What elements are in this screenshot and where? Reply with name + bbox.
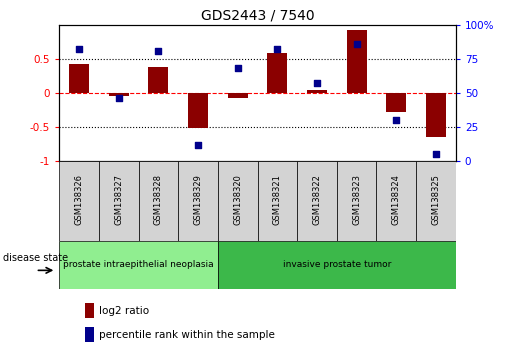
Point xyxy=(352,41,360,47)
Text: prostate intraepithelial neoplasia: prostate intraepithelial neoplasia xyxy=(63,260,214,269)
Text: GSM138325: GSM138325 xyxy=(432,174,440,225)
FancyBboxPatch shape xyxy=(376,161,416,241)
Text: GSM138326: GSM138326 xyxy=(75,174,83,225)
Bar xyxy=(85,303,94,318)
Text: GSM138323: GSM138323 xyxy=(352,174,361,225)
Bar xyxy=(85,327,94,342)
Text: GSM138322: GSM138322 xyxy=(313,174,321,225)
FancyBboxPatch shape xyxy=(99,161,139,241)
Bar xyxy=(69,64,89,93)
Bar xyxy=(148,67,168,93)
Point xyxy=(194,142,202,148)
FancyBboxPatch shape xyxy=(218,161,258,241)
Bar xyxy=(426,93,446,137)
FancyBboxPatch shape xyxy=(59,161,99,241)
FancyBboxPatch shape xyxy=(337,161,376,241)
Text: GSM138320: GSM138320 xyxy=(233,174,242,225)
Text: disease state: disease state xyxy=(3,252,67,263)
Point xyxy=(75,46,83,52)
Bar xyxy=(307,90,327,93)
Bar xyxy=(347,29,367,93)
Text: log2 ratio: log2 ratio xyxy=(99,306,149,316)
Point xyxy=(392,117,401,123)
Point xyxy=(154,48,163,53)
Text: GSM138321: GSM138321 xyxy=(273,174,282,225)
Text: invasive prostate tumor: invasive prostate tumor xyxy=(283,260,391,269)
Title: GDS2443 / 7540: GDS2443 / 7540 xyxy=(201,8,314,22)
Bar xyxy=(386,93,406,112)
Bar xyxy=(109,93,129,96)
FancyBboxPatch shape xyxy=(218,241,456,289)
Point xyxy=(432,152,440,157)
Text: percentile rank within the sample: percentile rank within the sample xyxy=(99,330,276,339)
Text: GSM138329: GSM138329 xyxy=(194,174,202,225)
Bar xyxy=(228,93,248,98)
FancyBboxPatch shape xyxy=(258,161,297,241)
Point xyxy=(114,96,123,101)
Bar xyxy=(267,53,287,93)
Text: GSM138324: GSM138324 xyxy=(392,174,401,225)
FancyBboxPatch shape xyxy=(178,161,218,241)
Point xyxy=(234,65,242,71)
FancyBboxPatch shape xyxy=(59,241,218,289)
FancyBboxPatch shape xyxy=(416,161,456,241)
Text: GSM138327: GSM138327 xyxy=(114,174,123,225)
Text: GSM138328: GSM138328 xyxy=(154,174,163,225)
FancyBboxPatch shape xyxy=(297,161,337,241)
FancyBboxPatch shape xyxy=(139,161,178,241)
Point xyxy=(273,46,281,52)
Bar xyxy=(188,93,208,129)
Point xyxy=(313,81,321,86)
